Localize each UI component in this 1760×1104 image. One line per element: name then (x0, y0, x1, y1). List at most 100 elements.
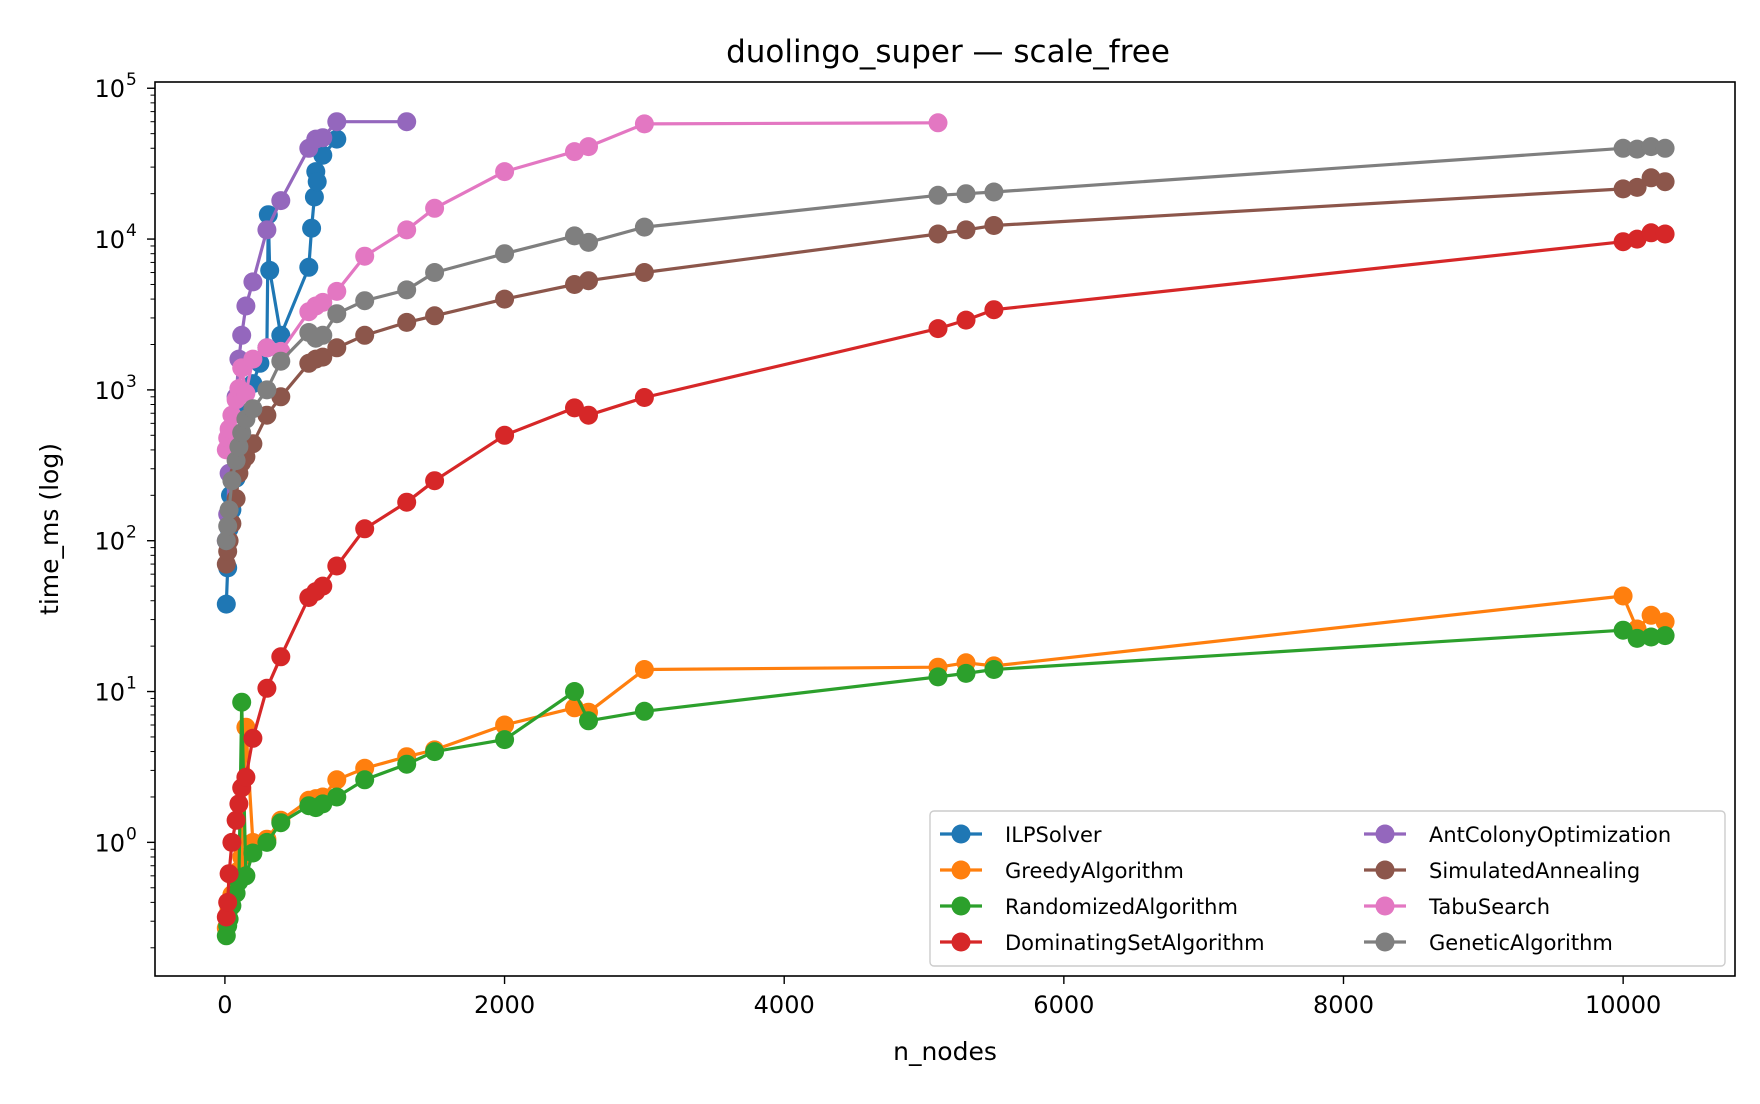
legend-swatch-marker (1375, 896, 1395, 916)
y-tick-exponent: 5 (126, 70, 137, 90)
data-point-DominatingSetAlgorithm (219, 864, 239, 884)
legend-item-DominatingSetAlgorithm: DominatingSetAlgorithm (940, 931, 1265, 955)
data-point-DominatingSetAlgorithm (425, 471, 445, 491)
data-point-RandomizedAlgorithm (565, 682, 584, 701)
data-point-SimulatedAnnealing (1655, 172, 1675, 192)
legend-item-SimulatedAnnealing: SimulatedAnnealing (1364, 859, 1640, 883)
data-point-RandomizedAlgorithm (634, 701, 654, 721)
data-point-GeneticAlgorithm (634, 217, 654, 237)
legend-swatch-marker (1375, 932, 1395, 952)
data-point-GreedyAlgorithm (495, 715, 515, 735)
data-point-RandomizedAlgorithm (984, 660, 1004, 679)
data-point-DominatingSetAlgorithm (226, 810, 246, 830)
data-point-SimulatedAnnealing (313, 347, 333, 367)
data-point-ILPSolver (302, 218, 322, 238)
legend-label: AntColonyOptimization (1429, 823, 1671, 847)
data-point-RandomizedAlgorithm (397, 754, 417, 774)
y-tick-exponent: 1 (126, 674, 137, 694)
data-point-RandomizedAlgorithm (928, 667, 948, 687)
data-point-ILPSolver (327, 129, 347, 149)
x-tick-label: 6000 (1033, 991, 1094, 1019)
data-point-SimulatedAnnealing (355, 325, 375, 345)
data-point-SimulatedAnnealing (928, 224, 948, 244)
data-point-DominatingSetAlgorithm (355, 519, 375, 539)
legend-label: TabuSearch (1428, 895, 1550, 919)
legend-swatch-marker (1375, 824, 1395, 844)
data-point-GeneticAlgorithm (219, 500, 239, 520)
data-point-GeneticAlgorithm (1641, 137, 1661, 157)
plot-area (216, 112, 1675, 946)
data-point-GeneticAlgorithm (425, 263, 445, 282)
data-point-SimulatedAnnealing (397, 312, 417, 332)
data-point-RandomizedAlgorithm (495, 730, 515, 750)
x-tick-label: 4000 (754, 991, 815, 1019)
data-point-ILPSolver (307, 172, 327, 192)
data-point-TabuSearch (313, 292, 333, 312)
data-point-DominatingSetAlgorithm (579, 405, 598, 425)
y-tick-label: 10 (94, 377, 125, 405)
data-point-SimulatedAnnealing (1613, 179, 1633, 199)
data-point-RandomizedAlgorithm (271, 813, 291, 833)
plot-frame (154, 81, 1736, 977)
data-point-ILPSolver (271, 325, 291, 345)
data-point-TabuSearch (425, 198, 445, 218)
x-axis: 0 2000 4000 6000 8000 10000 (217, 976, 1661, 1019)
data-point-GeneticAlgorithm (243, 399, 263, 419)
data-point-TabuSearch (579, 137, 598, 157)
legend-label: SimulatedAnnealing (1429, 859, 1640, 883)
data-point-DominatingSetAlgorithm (216, 907, 236, 927)
legend-swatch-marker (951, 824, 971, 844)
y-tick-label: 10 (94, 75, 125, 103)
data-point-TabuSearch (243, 349, 263, 369)
data-point-DominatingSetAlgorithm (397, 492, 417, 512)
data-point-GreedyAlgorithm (634, 660, 654, 679)
legend-label: RandomizedAlgorithm (1005, 895, 1238, 919)
data-point-SimulatedAnnealing (984, 216, 1004, 235)
legend-label: GreedyAlgorithm (1005, 859, 1184, 883)
data-point-TabuSearch (928, 113, 948, 133)
data-point-ILPSolver (299, 257, 319, 277)
x-axis-label: n_nodes (893, 1037, 997, 1066)
data-point-RandomizedAlgorithm (232, 692, 252, 712)
y-tick-label: 10 (94, 226, 125, 254)
legend: ILPSolver GreedyAlgorithm RandomizedAlgori… (929, 810, 1726, 967)
data-point-RandomizedAlgorithm (1641, 627, 1661, 647)
x-tick-label: 10000 (1585, 991, 1661, 1019)
y-tick-label: 10 (94, 528, 125, 556)
data-point-GeneticAlgorithm (216, 531, 236, 551)
y-axis-label: time_ms (log) (35, 443, 64, 615)
series-GeneticAlgorithm (216, 137, 1675, 551)
legend-swatch-marker (951, 860, 971, 880)
data-point-GeneticAlgorithm (984, 182, 1004, 202)
data-point-DominatingSetAlgorithm (313, 576, 333, 596)
data-point-GeneticAlgorithm (271, 351, 291, 371)
data-point-TabuSearch (634, 114, 654, 134)
data-point-RandomizedAlgorithm (956, 663, 976, 683)
data-point-RandomizedAlgorithm (1627, 628, 1647, 648)
data-point-DominatingSetAlgorithm (928, 319, 948, 339)
data-point-GeneticAlgorithm (313, 325, 333, 345)
legend-swatch-marker (1375, 860, 1395, 880)
series-DominatingSetAlgorithm (216, 223, 1675, 927)
y-tick-exponent: 0 (126, 824, 137, 844)
legend-swatch-marker (951, 932, 971, 952)
legend-label: GeneticAlgorithm (1429, 931, 1613, 955)
legend-swatch-marker (951, 896, 971, 916)
data-point-RandomizedAlgorithm (236, 866, 256, 886)
data-point-GeneticAlgorithm (495, 244, 515, 264)
y-tick-exponent: 3 (126, 372, 137, 392)
legend-item-TabuSearch: TabuSearch (1364, 895, 1550, 919)
data-point-RandomizedAlgorithm (355, 770, 375, 790)
data-point-DominatingSetAlgorithm (271, 647, 291, 667)
data-point-TabuSearch (397, 220, 417, 240)
data-point-GeneticAlgorithm (928, 185, 948, 205)
data-point-SimulatedAnnealing (634, 263, 654, 282)
data-point-TabuSearch (327, 281, 347, 301)
data-point-RandomizedAlgorithm (579, 711, 598, 731)
data-point-GeneticAlgorithm (355, 291, 375, 311)
data-point-AntColonyOptimization (327, 112, 347, 132)
data-point-GeneticAlgorithm (1655, 138, 1675, 158)
